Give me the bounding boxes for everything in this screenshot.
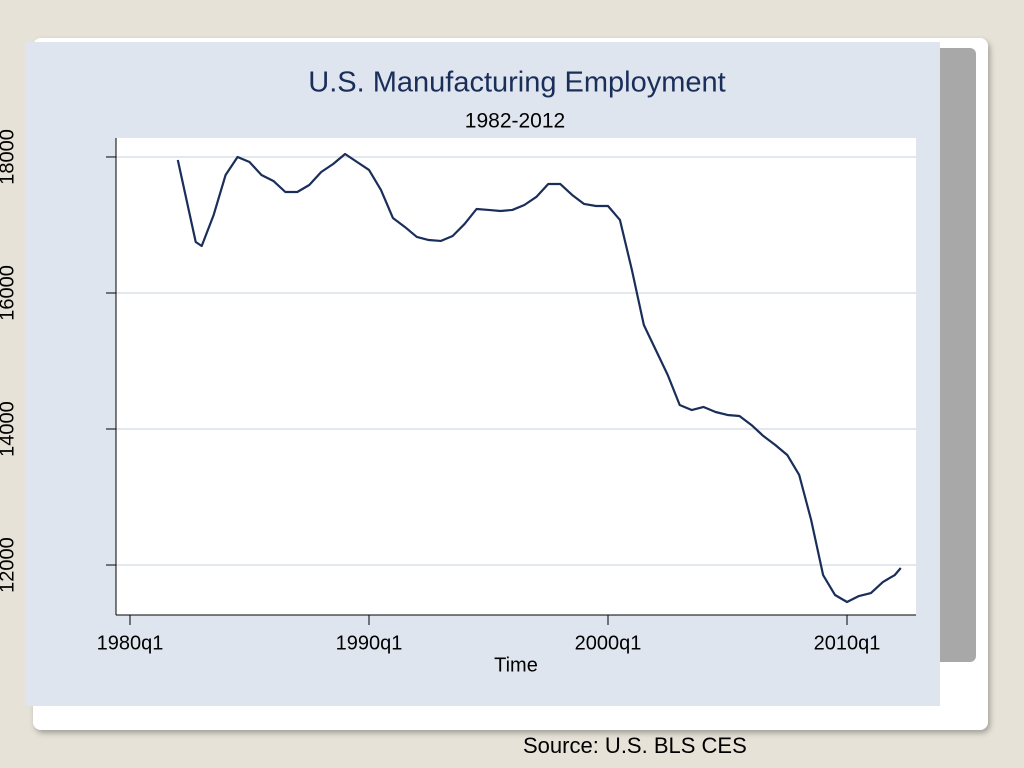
data-line: [176, 152, 902, 604]
x-tick-label: 2010q1: [814, 632, 881, 654]
source-note: Source: U.S. BLS CES: [523, 733, 747, 758]
y-tick-label: 18000: [0, 129, 18, 185]
chart-title: U.S. Manufacturing Employment: [308, 67, 725, 99]
x-tick-label: 1990q1: [336, 632, 403, 654]
chart-subtitle: 1982-2012: [465, 110, 565, 133]
side-bar: [930, 48, 976, 662]
x-tick-label: 2000q1: [575, 632, 642, 654]
y-tick-label: 12000: [0, 537, 18, 593]
y-tick-label: 14000: [0, 401, 18, 457]
x-tick-label: 1980q1: [97, 632, 164, 654]
plot-area: [116, 138, 916, 615]
y-tick-label: 16000: [0, 265, 18, 321]
x-axis-label: Time: [494, 654, 538, 676]
